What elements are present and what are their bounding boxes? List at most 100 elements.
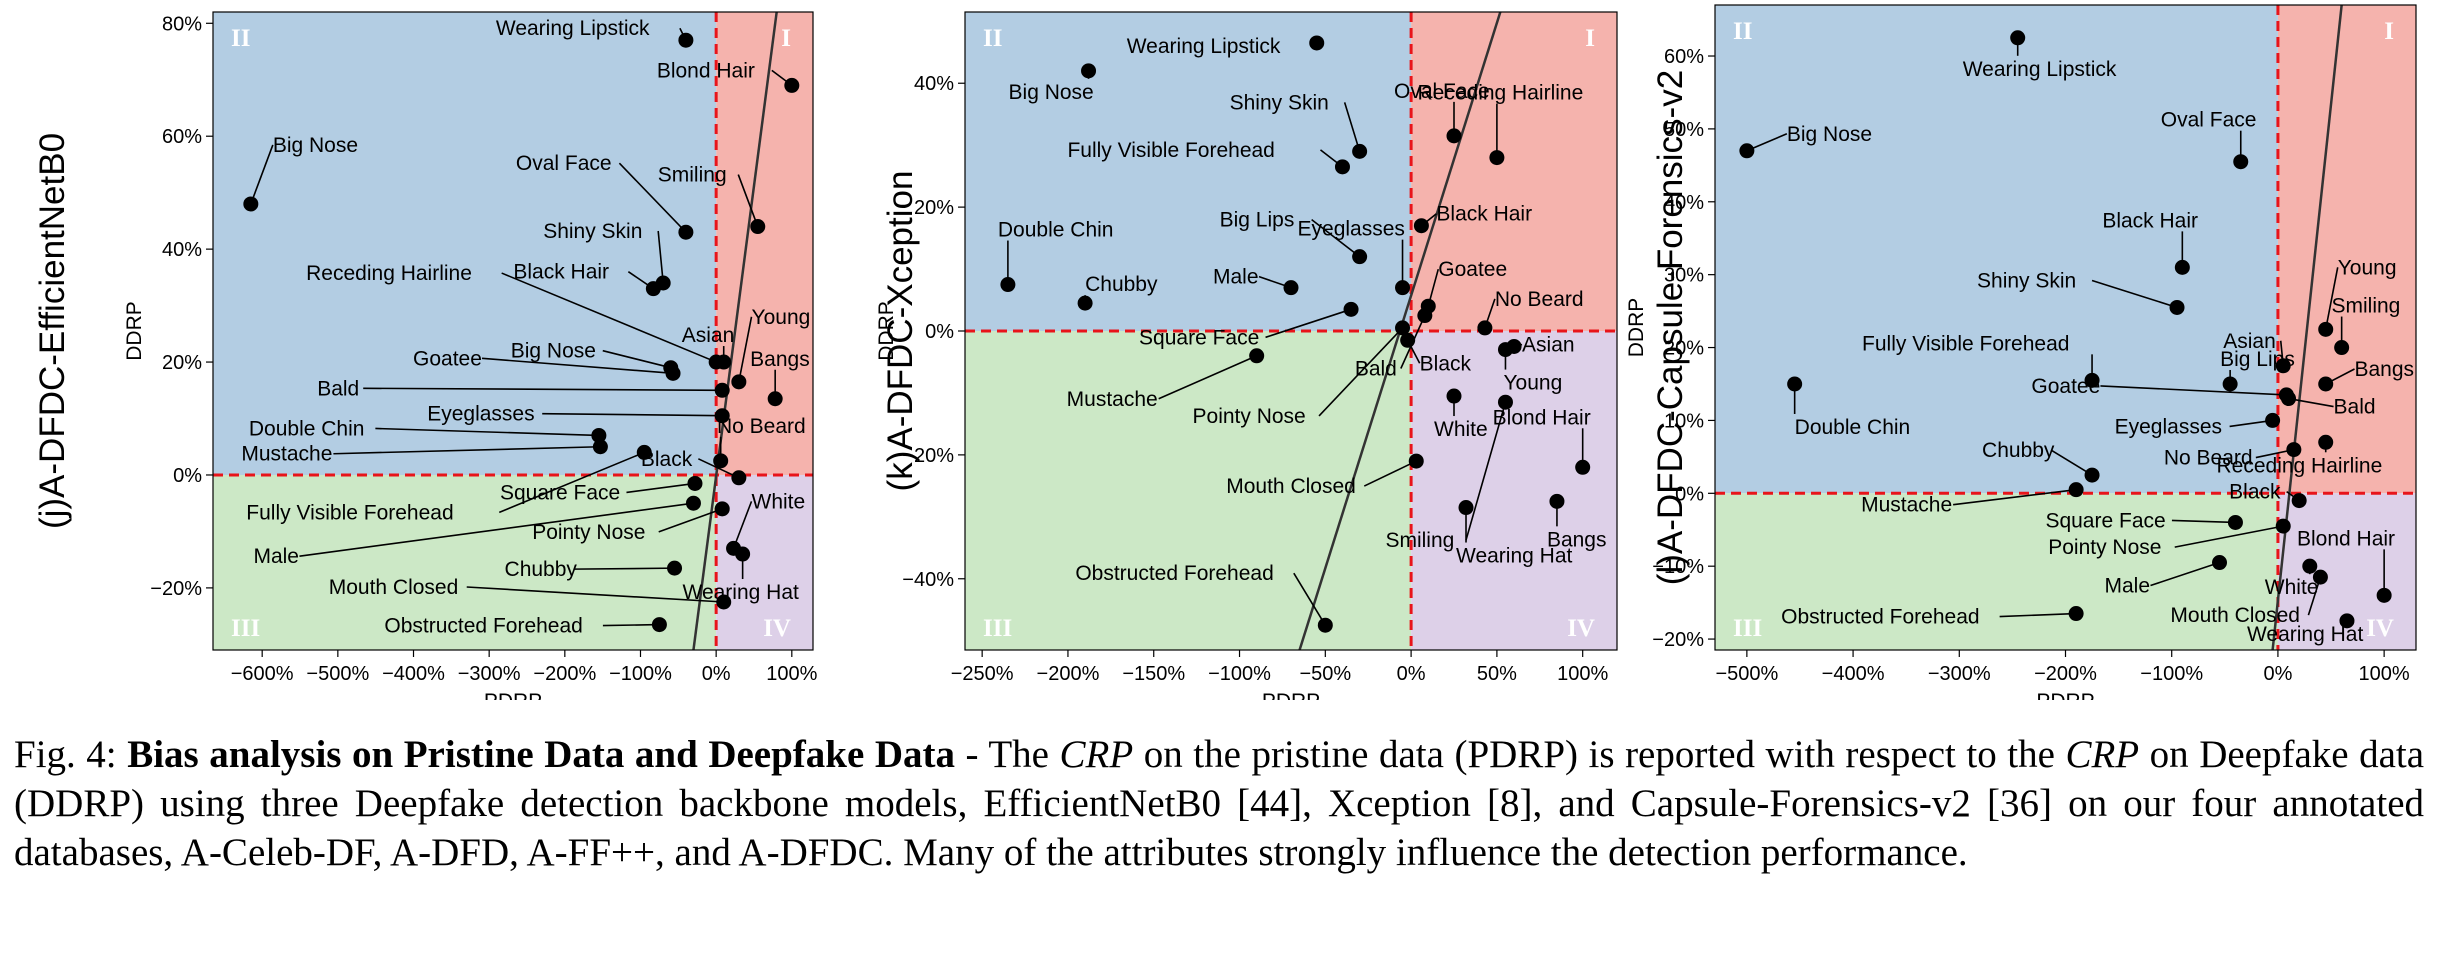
leader-line (602, 349, 671, 369)
point-label: Fully Visible Forehead (1067, 139, 1274, 162)
leader-line (626, 482, 696, 494)
data-point (651, 617, 667, 633)
point-label: Smiling (2332, 295, 2401, 318)
data-point (2275, 358, 2291, 374)
quadrant-I-label: I (781, 25, 791, 52)
leader-line (1999, 612, 2077, 618)
x-tick-label: −300% (458, 663, 521, 685)
point-label: Blond Hair (657, 59, 755, 82)
point-label: Oval Face (516, 152, 612, 175)
data-point (2227, 514, 2243, 530)
point-label: Mouth Closed (2170, 604, 2300, 627)
y-axis-label: DDRP (1625, 298, 1648, 358)
point-label: Black Hair (2102, 209, 2198, 232)
leader-line (375, 427, 599, 437)
point-label: Fully Visible Forehead (246, 501, 453, 524)
point-label: Big Nose (1787, 123, 1872, 146)
panel-title: (k)A-DFDC-Xception (881, 171, 920, 492)
point-label: Young (752, 306, 811, 329)
point-label: Pointy Nose (2048, 536, 2161, 559)
point-label: Obstructed Forehead (1075, 562, 1273, 585)
y-tick-label: 0% (1675, 483, 1704, 505)
data-point (1477, 320, 1493, 336)
leader-line (2324, 267, 2339, 330)
leader-line (1343, 102, 1361, 152)
point-label: Big Lips (2220, 348, 2295, 371)
caption-crp-1: CRP (1059, 733, 1134, 776)
quadrant-II-region (213, 12, 717, 475)
data-point (1317, 617, 1333, 633)
point-label: Male (253, 545, 299, 568)
point-label: Shiny Skin (1977, 269, 2076, 292)
figure-caption: Fig. 4: Bias analysis on Pristine Data a… (14, 730, 2424, 877)
data-point (2312, 569, 2328, 585)
point-label: Square Face (1139, 326, 1259, 349)
quadrant-I-region (2277, 5, 2416, 494)
point-label: Wearing Lipstick (1127, 35, 1281, 58)
fit-line (692, 11, 778, 651)
point-label: Asian (2223, 330, 2276, 353)
data-point (731, 470, 747, 486)
data-point (1352, 143, 1368, 159)
data-point (2084, 372, 2100, 388)
leader-line (738, 316, 753, 382)
point-label: Male (1213, 266, 1259, 289)
y-tick-label: 20% (162, 352, 202, 374)
y-tick-label: 10% (1664, 410, 1704, 432)
quadrant-III-region (213, 474, 717, 650)
data-point (735, 546, 751, 562)
point-label: Mouth Closed (329, 576, 459, 599)
leader-line (1465, 402, 1507, 541)
leader-line (501, 272, 717, 363)
y-tick-label: 50% (1664, 119, 1704, 141)
data-point (2302, 558, 2318, 574)
data-point (2339, 613, 2355, 629)
leader-line (732, 501, 753, 549)
leader-line (299, 502, 694, 557)
x-tick-label: −200% (2034, 663, 2097, 685)
data-point (1408, 453, 1424, 469)
point-label: Mustache (1067, 388, 1158, 411)
data-point (2286, 442, 2302, 458)
caption-crp-2: CRP (2065, 733, 2140, 776)
data-point (665, 365, 681, 381)
y-tick-label: 20% (914, 197, 954, 219)
data-point (1395, 320, 1411, 336)
leader-line (1311, 219, 1361, 258)
point-label: Bald (317, 377, 359, 400)
point-label: Blond Hair (1493, 406, 1591, 429)
y-tick-label: −10% (1652, 556, 1704, 578)
leader-line (618, 162, 687, 233)
y-tick-label: 0% (173, 465, 202, 487)
y-tick-label: 80% (162, 13, 202, 35)
point-label: Smiling (658, 164, 727, 187)
point-label: Pointy Nose (532, 521, 645, 544)
data-point (1249, 348, 1265, 364)
point-label: White (752, 490, 806, 513)
leader-line (542, 412, 723, 417)
data-point (731, 374, 747, 390)
caption-text-3: on Deepfake data (DDRP) using three Deep… (14, 733, 2425, 874)
data-point (1343, 301, 1359, 317)
y-tick-label: 40% (914, 73, 954, 95)
point-label: Asian (1522, 333, 1575, 356)
point-label: Double Chin (249, 417, 365, 440)
point-label: White (2265, 576, 2319, 599)
x-axis-label: PDRP (2036, 690, 2094, 700)
data-point (716, 354, 732, 370)
x-tick-label: 0% (2263, 663, 2292, 685)
point-label: Smiling (1385, 529, 1454, 552)
leader-line (1400, 315, 1426, 369)
point-label: Oval Face (2161, 109, 2257, 132)
leader-line (333, 445, 601, 455)
point-label: White (1434, 418, 1488, 441)
quadrant-I-label: I (1585, 25, 1595, 52)
point-label: Square Face (2045, 509, 2165, 532)
data-point (1077, 295, 1093, 311)
plot-frame (212, 11, 814, 651)
data-point (1497, 394, 1513, 410)
point-label: Double Chin (998, 219, 1114, 242)
point-label: Goatee (413, 347, 482, 370)
x-tick-label: 0% (702, 663, 731, 685)
